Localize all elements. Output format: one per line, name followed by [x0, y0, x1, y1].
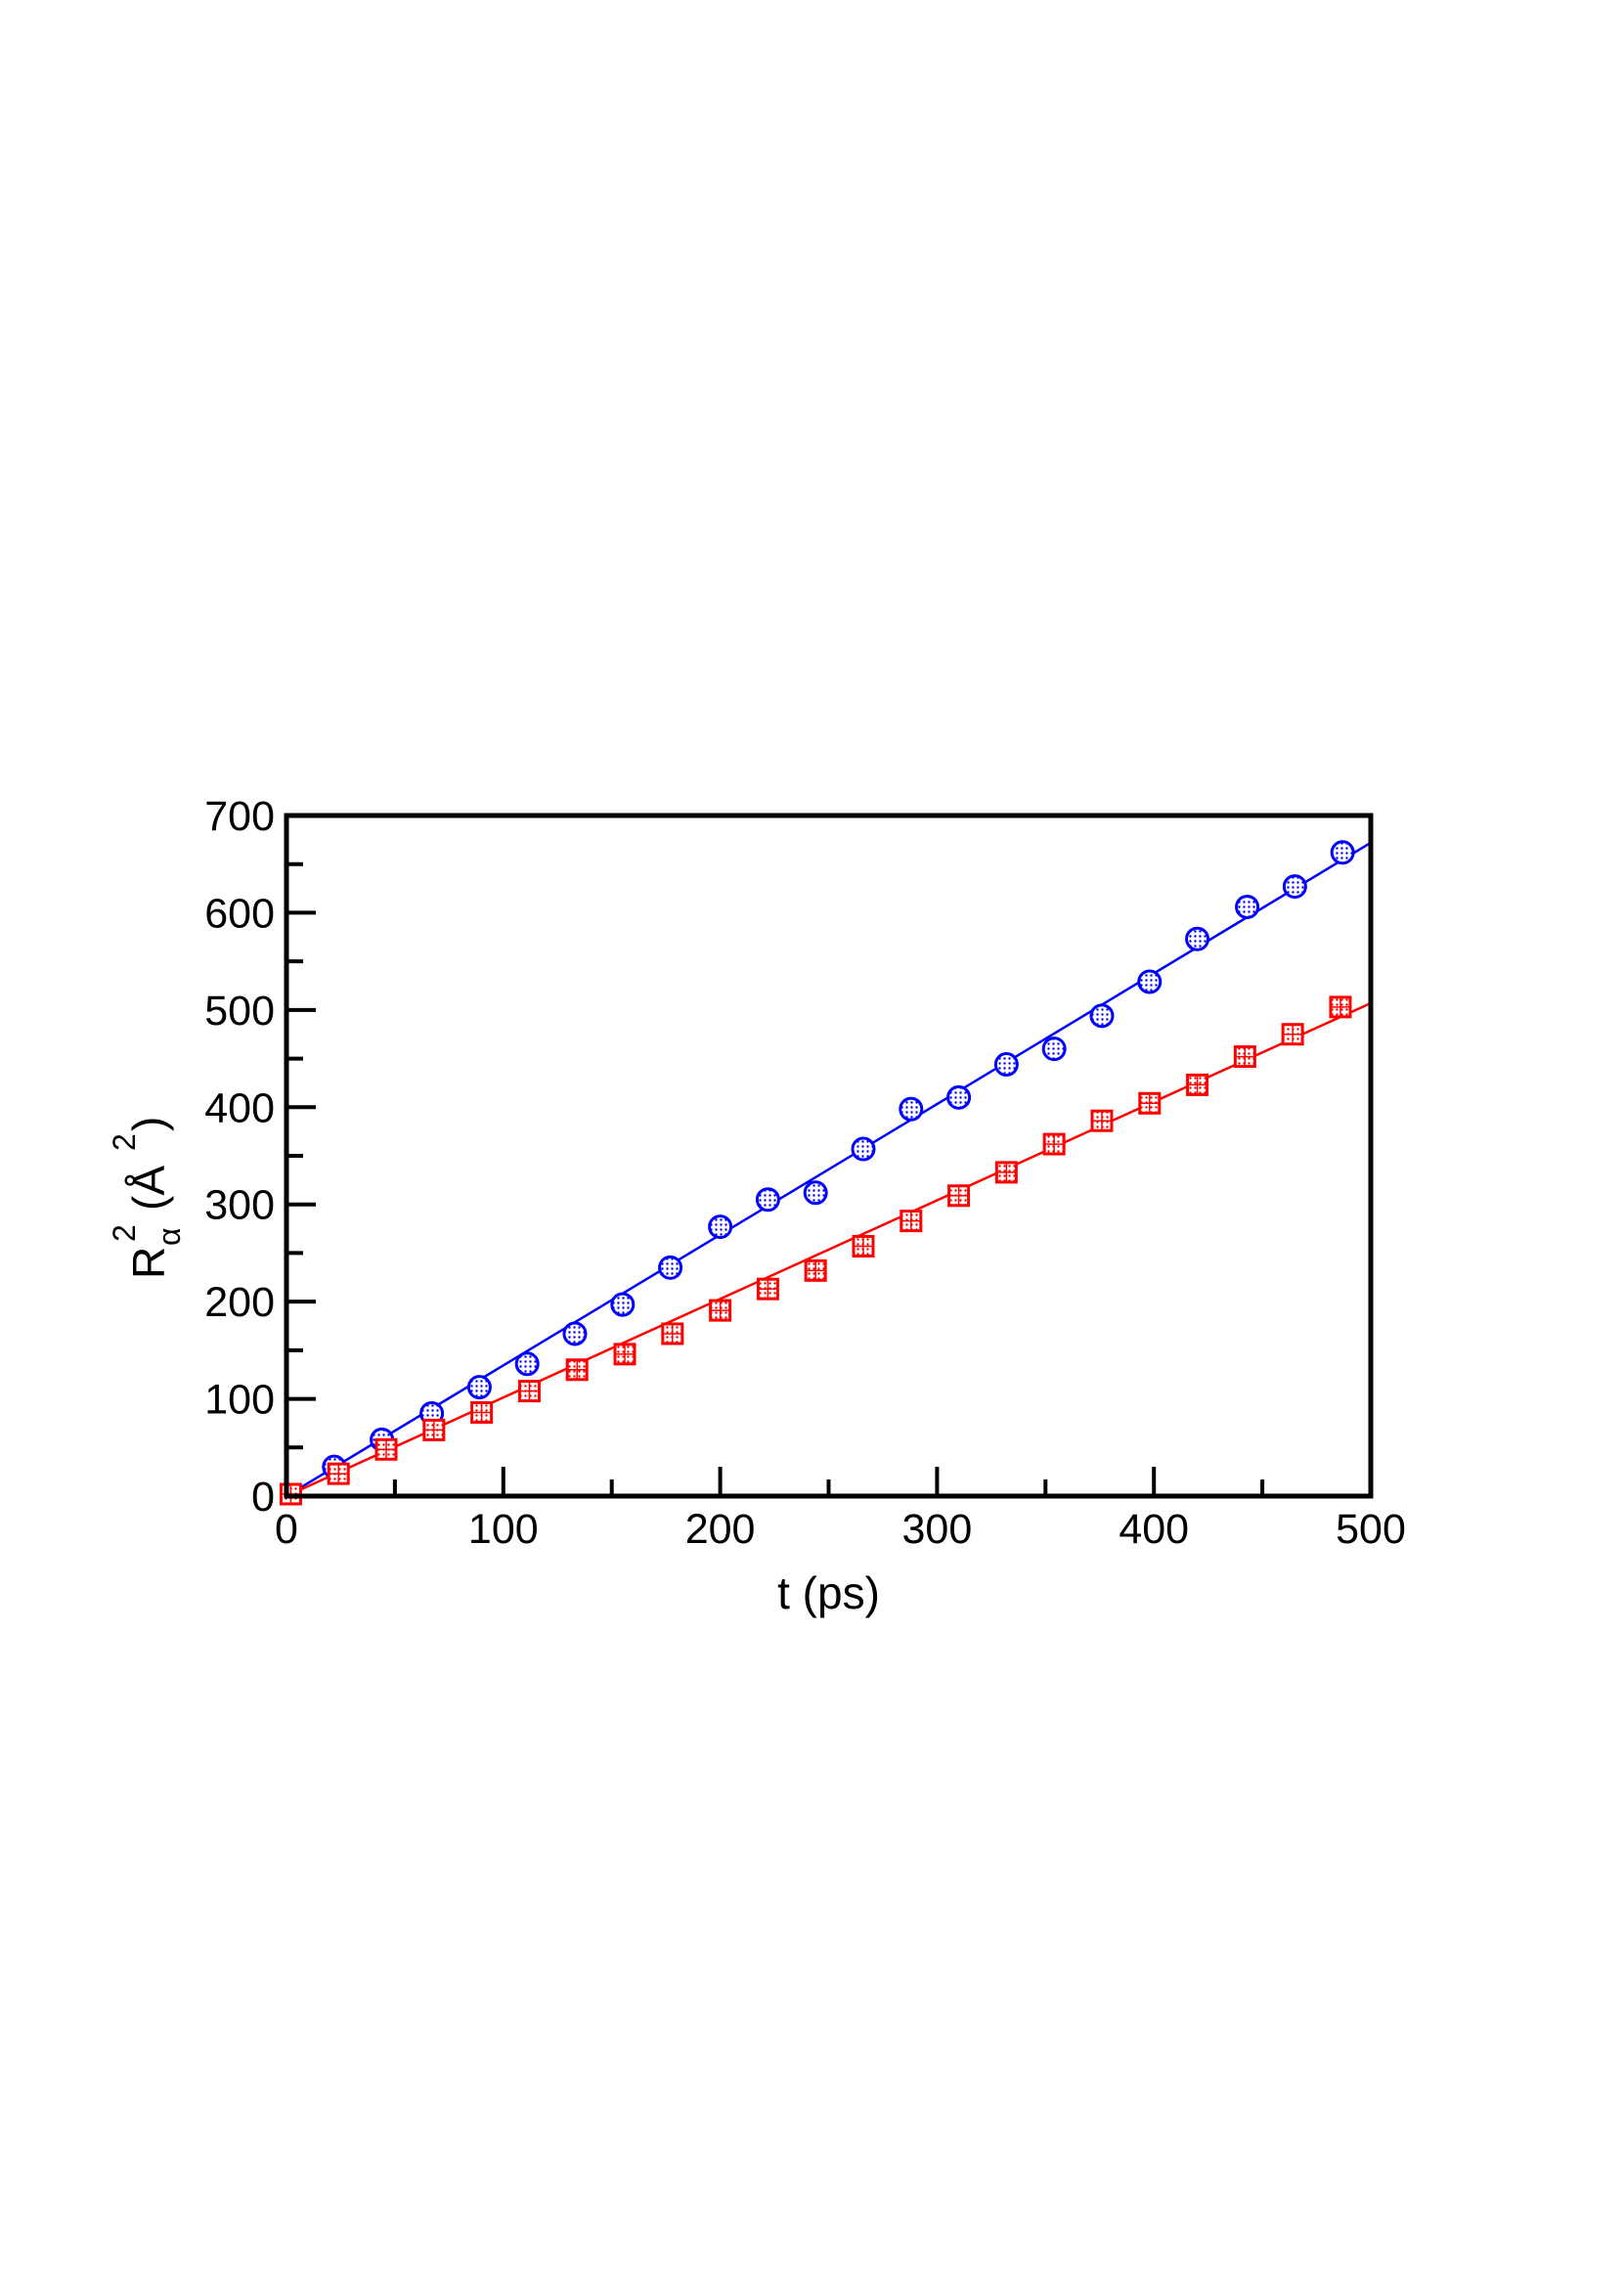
square-marker	[1042, 1132, 1066, 1156]
circle-marker	[562, 1321, 588, 1346]
circle-marker	[658, 1255, 683, 1280]
blue-fit-line	[285, 841, 1372, 1498]
square-marker	[327, 1462, 350, 1485]
circle-marker	[946, 1084, 972, 1110]
x-tick-label: 0	[275, 1506, 298, 1553]
square-marker	[947, 1184, 971, 1208]
y-tick-label: 200	[204, 1279, 275, 1326]
square-marker	[1138, 1091, 1162, 1115]
square-marker	[565, 1358, 589, 1382]
circle-marker	[1089, 1003, 1115, 1029]
y-tick-label: 600	[204, 890, 275, 937]
square-marker	[613, 1343, 636, 1366]
x-tick-label: 500	[1336, 1506, 1406, 1553]
square-marker	[470, 1400, 494, 1424]
y-axis-title-unit-open: (Å	[123, 1166, 174, 1211]
x-tick-label: 400	[1119, 1506, 1189, 1553]
y-tick-label: 400	[204, 1084, 275, 1131]
square-marker	[804, 1258, 827, 1282]
circle-marker	[1330, 840, 1355, 865]
circle-marker	[803, 1180, 828, 1206]
circle-marker	[1041, 1037, 1067, 1062]
square-marker	[756, 1277, 779, 1301]
y-axis-title: R 2 α (Å 2 )	[107, 1117, 187, 1279]
square-marker	[422, 1418, 446, 1441]
square-marker	[517, 1380, 541, 1403]
square-marker	[1281, 1023, 1304, 1046]
square-marker	[994, 1161, 1018, 1184]
square-marker	[1329, 995, 1352, 1019]
circle-marker	[755, 1187, 780, 1213]
y-axis-title-base: R	[123, 1247, 174, 1279]
circle-marker	[514, 1351, 540, 1377]
circle-marker	[899, 1096, 924, 1122]
x-tick-label: 300	[902, 1506, 973, 1553]
square-marker	[1233, 1045, 1256, 1069]
y-axis-title-unit-sup: 2	[107, 1133, 142, 1151]
circle-marker	[466, 1375, 492, 1400]
circle-marker	[993, 1052, 1019, 1078]
y-tick-label: 0	[251, 1474, 275, 1521]
circle-marker	[851, 1136, 876, 1162]
square-marker	[852, 1234, 875, 1257]
plot-frame	[284, 813, 1374, 1499]
tick-labels: 0 100 200 300 400 500 0 100 200 300 400 500 600 700	[204, 793, 1406, 1553]
x-tick-label: 200	[685, 1506, 756, 1553]
y-tick-label: 300	[204, 1182, 275, 1229]
circle-marker	[1282, 874, 1307, 900]
y-tick-label: 700	[204, 793, 275, 840]
y-axis-title-sup: 2	[107, 1224, 142, 1242]
circle-marker	[610, 1292, 636, 1317]
x-axis-title: t (ps)	[777, 1567, 880, 1618]
square-marker	[374, 1437, 398, 1461]
circle-marker	[1235, 894, 1260, 919]
data-markers	[279, 840, 1355, 1506]
axis-ticks	[285, 814, 1373, 1498]
y-axis-title-sub: α	[152, 1228, 187, 1247]
circle-marker	[1185, 926, 1210, 951]
square-marker	[709, 1299, 732, 1322]
square-marker	[1186, 1073, 1209, 1096]
circle-marker	[1137, 969, 1163, 994]
y-axis-title-unit-close: )	[123, 1117, 174, 1131]
square-marker	[1090, 1109, 1114, 1132]
circle-marker	[708, 1214, 733, 1240]
x-tick-label: 100	[468, 1506, 539, 1553]
y-tick-label: 500	[204, 988, 275, 1035]
square-marker	[661, 1322, 684, 1346]
square-marker	[900, 1210, 923, 1233]
y-tick-label: 100	[204, 1377, 275, 1424]
